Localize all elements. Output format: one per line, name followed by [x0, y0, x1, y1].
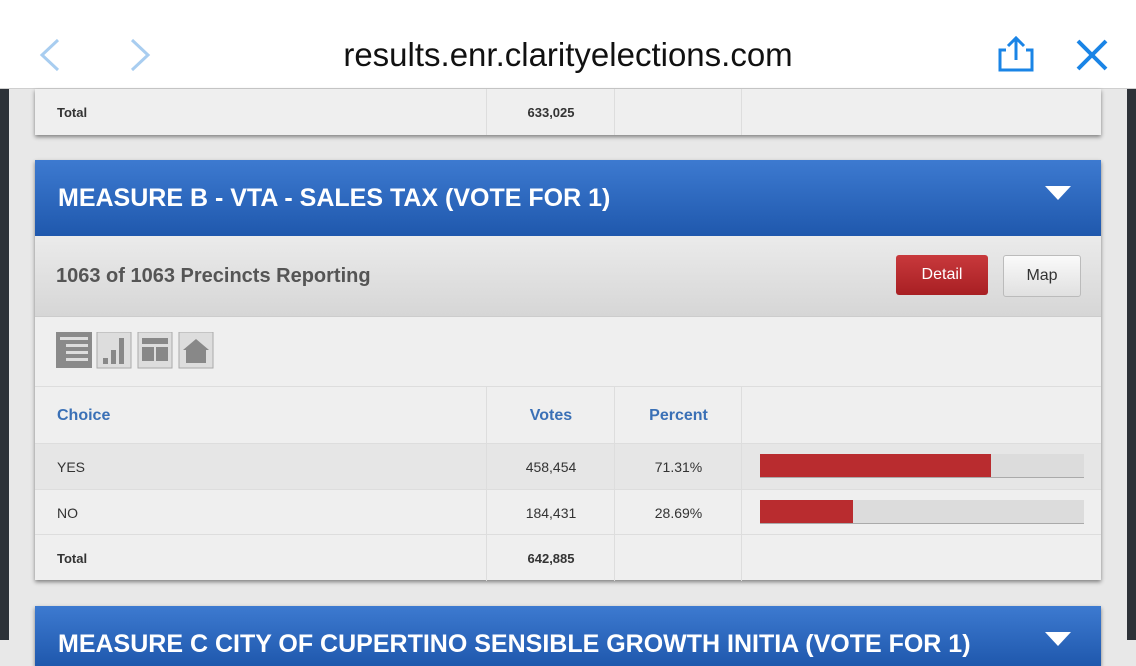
home-view[interactable] [178, 332, 214, 369]
view-icons [56, 332, 214, 369]
bar-track [760, 454, 1084, 478]
total-row: Total 633,025 [35, 89, 1101, 135]
header-choice[interactable]: Choice [57, 406, 111, 424]
choice: YES [57, 458, 86, 475]
total-row: Total 642,885 [35, 534, 1101, 581]
reporting-bar: 1063 of 1063 Precincts Reporting Detail … [35, 236, 1101, 317]
percent: 28.69% [614, 490, 742, 535]
summary-view[interactable] [137, 332, 173, 369]
table-view[interactable] [56, 332, 92, 368]
close[interactable] [1076, 39, 1108, 71]
expand[interactable] [1045, 632, 1071, 648]
result-row: YES 458,454 71.31% [35, 443, 1101, 489]
choice: NO [57, 504, 78, 521]
map-button[interactable]: Map [1003, 255, 1081, 297]
cell [741, 89, 1102, 135]
previous-card: Total 633,025 [35, 89, 1101, 135]
bar-cell [741, 444, 1102, 489]
contest-title: MEASURE B - VTA - SALES TAX (VOTE FOR 1) [58, 183, 611, 212]
chart-view[interactable] [96, 332, 132, 369]
edge [1127, 88, 1136, 640]
browser-bar: results.enr.clarityelections.com [0, 0, 1136, 89]
total-votes: 633,025 [486, 89, 615, 135]
contest-header[interactable]: MEASURE C CITY OF CUPERTINO SENSIBLE GRO… [35, 606, 1101, 666]
next-card: MEASURE C CITY OF CUPERTINO SENSIBLE GRO… [35, 606, 1101, 666]
result-row: NO 184,431 28.69% [35, 489, 1101, 535]
cell [614, 535, 742, 581]
contest-card: MEASURE B - VTA - SALES TAX (VOTE FOR 1)… [35, 160, 1101, 581]
cell [741, 387, 1102, 444]
total-label: Total [57, 104, 88, 120]
forward[interactable] [130, 38, 151, 72]
contest-title: MEASURE C CITY OF CUPERTINO SENSIBLE GRO… [58, 630, 971, 658]
bar-track [760, 500, 1084, 524]
bar-cell [741, 490, 1102, 535]
votes: 458,454 [486, 444, 615, 489]
detail-button[interactable]: Detail [896, 255, 988, 295]
back[interactable] [39, 38, 60, 72]
edge [0, 88, 9, 640]
reporting: 1063 of 1063 Precincts Reporting [56, 264, 371, 287]
collapse[interactable] [1045, 186, 1071, 202]
header-percent[interactable]: Percent [614, 387, 742, 444]
votes: 184,431 [486, 490, 615, 535]
cell [614, 89, 742, 135]
header-votes[interactable]: Votes [486, 387, 615, 444]
table-header: Choice Votes Percent [35, 386, 1101, 444]
total-label: Total [57, 550, 88, 566]
total-votes: 642,885 [486, 535, 615, 581]
browser-icons [39, 35, 1108, 72]
url: results.enr.clarityelections.com [343, 36, 793, 73]
percent-bar [760, 454, 992, 477]
share[interactable] [998, 35, 1034, 72]
cell [741, 535, 1102, 581]
contest-header[interactable]: MEASURE B - VTA - SALES TAX (VOTE FOR 1) [35, 160, 1101, 236]
percent-bar [760, 500, 853, 523]
percent: 71.31% [614, 444, 742, 489]
